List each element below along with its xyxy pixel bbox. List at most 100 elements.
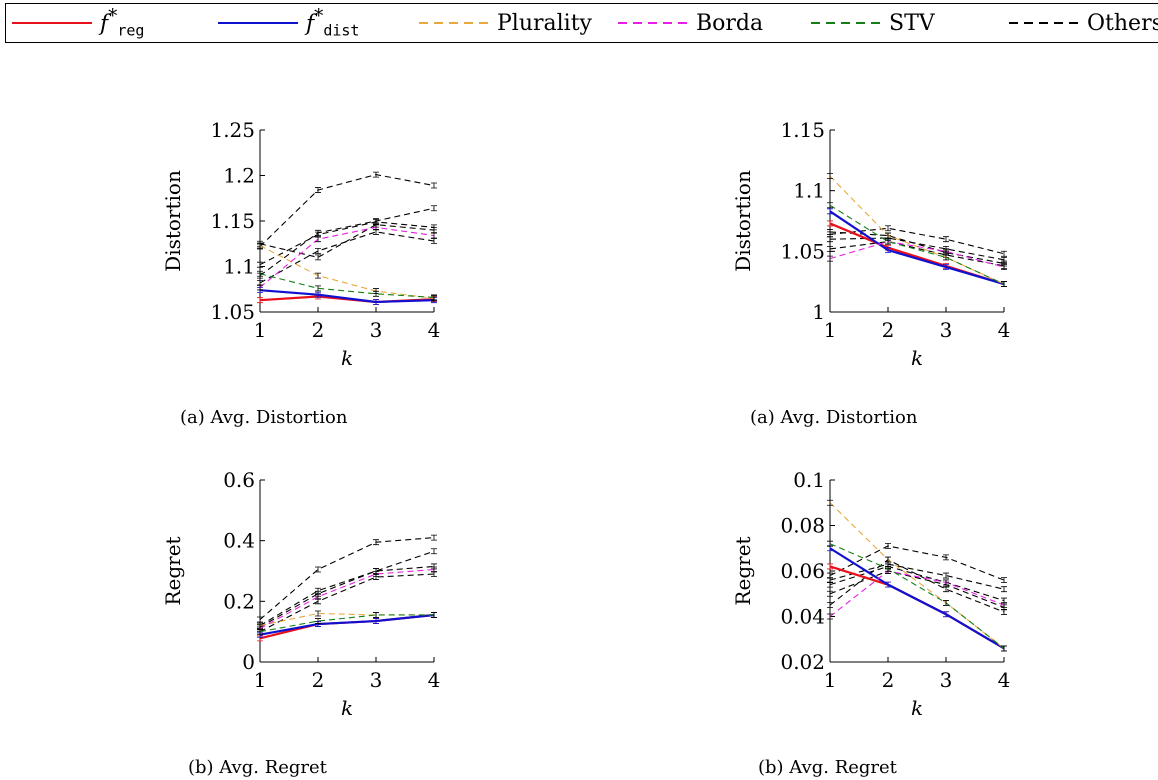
x-tick-label: 2 [882,318,895,342]
error-bar-others [943,236,949,243]
error-bar-others [431,182,437,189]
x-tick-label: 4 [998,668,1011,692]
error-bar-others [827,581,833,588]
error-bar-others [827,246,833,252]
y-tick-label: 1.05 [210,300,255,324]
error-bar-others [1001,609,1007,615]
legend: f*reg f*dist Plurality Borda STV Others [5,3,1158,43]
series-line-others [259,207,435,277]
y-axis-label: Regret [731,536,755,605]
legend-item-stv: STV [811,4,935,42]
y-tick-label: 0.4 [223,529,255,553]
error-bar-others [943,586,949,593]
x-tick-label: 2 [312,318,325,342]
series-line-borda [259,226,435,288]
legend-swatch-fdist [218,22,298,24]
legend-label-others: Others [1087,10,1158,36]
y-tick-label: 1.1 [223,255,255,279]
error-bar-borda [943,248,949,255]
x-tick-label: 2 [312,668,325,692]
error-bar-others [827,590,833,597]
error-bar-others [257,616,263,623]
error-bar-borda [827,255,833,262]
error-bar-freg [827,220,833,227]
error-bar-stv [943,254,949,261]
series-line-others [259,221,435,266]
series-line-others [259,550,435,627]
series-line-borda [829,241,1005,268]
series-line-others [829,227,1005,255]
error-bar-others [315,254,321,261]
error-bar-borda [827,613,833,620]
error-bar-borda [315,593,321,600]
error-bar-others [257,261,263,268]
error-bar-stv [431,612,437,618]
error-bar-stv [315,618,321,624]
error-bar-plurality [257,242,263,249]
x-axis-label: k [341,346,353,370]
series-line-stv [829,543,1005,649]
error-bar-plurality [885,232,891,239]
error-bar-plurality [885,556,891,563]
legend-item-fdist: f*dist [218,4,359,42]
error-bar-stv [1001,645,1007,652]
x-tick-label: 1 [254,668,267,692]
error-bar-fdist [373,618,379,624]
legend-label-borda: Borda [696,10,764,36]
y-tick-label: 1.2 [223,164,255,188]
error-bar-others [1001,586,1007,593]
error-bar-others [827,229,833,235]
error-bar-borda [315,236,321,243]
error-bar-others [431,205,437,212]
series-line-others [259,573,435,633]
error-bar-others [315,187,321,193]
y-tick-label: 1 [812,300,825,324]
error-bar-stv [1001,281,1007,287]
error-bar-stv [257,270,263,277]
chart-regret-left: 0 0.2 0.4 0.6 1 2 3 4 k Regret [161,468,441,720]
series-line-plurality [829,175,1005,285]
error-bar-others [315,248,321,254]
legend-label-stv: STV [889,10,935,36]
error-bar-stv [431,294,437,301]
x-tick-label: 4 [998,318,1011,342]
legend-item-plurality: Plurality [419,4,592,42]
error-bar-fdist [885,581,891,588]
caption-distortion-right: (a) Avg. Distortion [750,407,918,428]
error-bar-others [943,572,949,579]
legend-item-borda: Borda [618,4,763,42]
error-bar-stv [943,599,949,606]
error-bar-others [885,543,891,549]
error-bar-fdist [943,611,949,618]
error-bar-others [373,171,379,178]
error-bar-borda [257,284,263,291]
y-tick-label: 1.1 [793,179,825,203]
y-tick-label: 0.2 [223,589,255,613]
error-bar-others [431,227,437,233]
y-axis-label: Regret [161,536,185,605]
y-tick-label: 1.05 [780,239,825,263]
series-line-others [259,224,435,258]
series-line-others [829,241,1005,267]
error-bar-stv [827,540,833,547]
legend-label-plurality: Plurality [497,10,592,36]
y-tick-label: 0.6 [223,468,255,492]
series-line-others [259,537,435,620]
caption-regret-left: (b) Avg. Regret [188,757,327,778]
x-tick-label: 1 [254,318,267,342]
x-tick-label: 4 [428,668,441,692]
x-tick-label: 3 [940,318,953,342]
x-axis-label: k [341,696,353,720]
error-bar-borda [943,579,949,586]
error-bar-plurality [827,499,833,506]
error-bar-borda [373,571,379,577]
legend-swatch-freg [12,22,92,24]
error-bar-freg [257,297,263,304]
series-line-borda [259,568,435,630]
error-bar-borda [1001,602,1007,609]
y-tick-label: 1.15 [780,118,825,142]
error-bar-borda [1001,264,1007,271]
error-bar-others [431,548,437,555]
error-bar-plurality [827,173,833,180]
y-tick-label: 0.06 [780,559,825,583]
